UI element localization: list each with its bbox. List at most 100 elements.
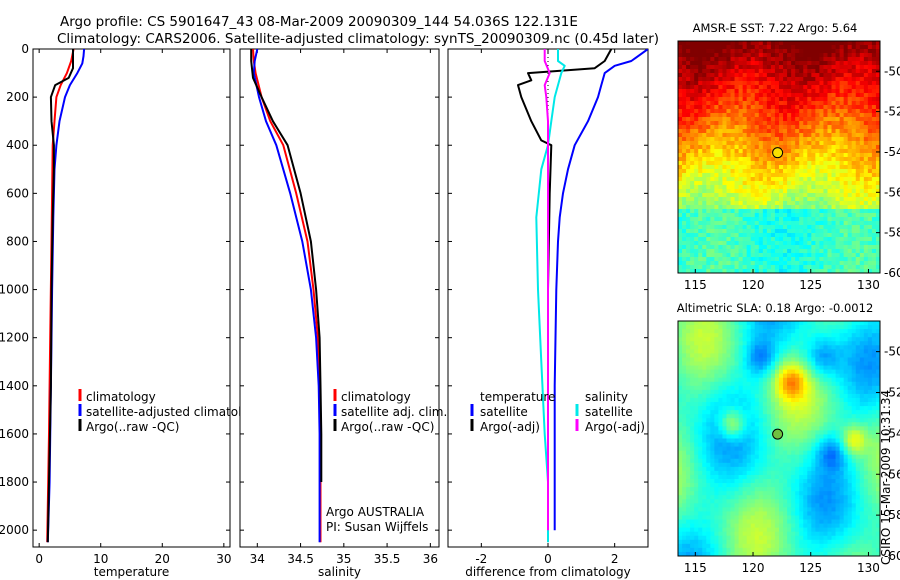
map-cell bbox=[839, 269, 845, 274]
map-cell bbox=[718, 402, 723, 407]
figure-title-line1: Argo profile: CS 5901647_43 08-Mar-2009 … bbox=[60, 14, 578, 30]
map-cell bbox=[766, 89, 772, 94]
map-cell bbox=[750, 385, 756, 391]
map-cell bbox=[762, 205, 768, 210]
map-cell bbox=[867, 65, 873, 70]
map-cell bbox=[734, 217, 739, 222]
map-cell bbox=[859, 161, 865, 166]
map-cell bbox=[686, 221, 691, 226]
map-cell bbox=[819, 446, 824, 452]
map-cell bbox=[686, 129, 691, 134]
map-cell bbox=[746, 69, 752, 74]
map-cell bbox=[815, 173, 820, 178]
map-cell bbox=[750, 121, 756, 126]
map-cell bbox=[734, 365, 739, 371]
map-cell bbox=[746, 357, 752, 362]
map-cell bbox=[811, 269, 816, 274]
map-cell bbox=[851, 185, 857, 190]
map-cell bbox=[694, 458, 699, 464]
map-cell bbox=[750, 470, 756, 476]
map-cell bbox=[718, 113, 723, 118]
map-cell bbox=[863, 265, 869, 270]
map-cell bbox=[859, 45, 865, 50]
map-cell bbox=[863, 157, 869, 162]
map-cell bbox=[831, 422, 836, 427]
map-cell bbox=[835, 450, 840, 456]
map-cell bbox=[738, 237, 744, 242]
map-cell bbox=[758, 169, 764, 174]
map-cell bbox=[722, 113, 727, 118]
map-cell bbox=[678, 149, 683, 154]
map-cell bbox=[754, 105, 760, 110]
map-cell bbox=[762, 333, 768, 338]
map-cell bbox=[706, 430, 711, 435]
map-cell bbox=[779, 269, 784, 274]
map-cell bbox=[811, 177, 816, 182]
map-cell bbox=[750, 438, 756, 443]
map-cell bbox=[835, 125, 840, 130]
map-cell bbox=[746, 261, 752, 266]
map-cell bbox=[686, 253, 691, 258]
map-cell bbox=[734, 61, 739, 66]
map-cell bbox=[847, 249, 853, 254]
map-cell bbox=[831, 426, 836, 431]
map-cell bbox=[795, 221, 800, 226]
map-cell bbox=[807, 446, 812, 452]
map-cell bbox=[827, 321, 832, 326]
map-cell bbox=[783, 201, 788, 206]
map-cell bbox=[722, 65, 727, 70]
map-cell bbox=[823, 406, 828, 411]
map-cell bbox=[831, 397, 836, 403]
map-cell bbox=[875, 446, 881, 452]
map-cell bbox=[686, 205, 691, 210]
map-cell bbox=[839, 153, 845, 158]
map-cell bbox=[738, 470, 744, 476]
map-cell bbox=[807, 466, 812, 472]
map-cell bbox=[698, 438, 703, 443]
map-cell bbox=[791, 385, 796, 391]
map-cell bbox=[774, 113, 780, 118]
map-cell bbox=[758, 69, 764, 74]
map-cell bbox=[774, 161, 780, 166]
map-cell bbox=[799, 361, 804, 366]
map-cell bbox=[779, 385, 784, 391]
map-cell bbox=[698, 237, 703, 242]
map-cell bbox=[742, 418, 748, 423]
map-cell bbox=[758, 357, 764, 362]
map-cell bbox=[855, 269, 861, 274]
map-cell bbox=[726, 137, 731, 142]
map-cell bbox=[827, 125, 832, 130]
map-cell bbox=[859, 454, 865, 460]
map-cell bbox=[843, 345, 849, 350]
map-cell bbox=[702, 434, 707, 439]
map-cell bbox=[787, 438, 792, 443]
map-cell bbox=[807, 161, 812, 166]
map-cell bbox=[686, 381, 691, 387]
map-cell bbox=[722, 422, 727, 427]
map-cell bbox=[766, 49, 772, 54]
map-cell bbox=[678, 393, 683, 399]
map-cell bbox=[823, 125, 828, 130]
map-cell bbox=[843, 45, 849, 50]
map-cell bbox=[851, 189, 857, 194]
map-cell bbox=[787, 373, 792, 379]
map-cell bbox=[815, 385, 820, 391]
map-cell bbox=[742, 49, 748, 54]
map-cell bbox=[799, 153, 804, 158]
map-cell bbox=[835, 157, 840, 162]
map-cell bbox=[783, 402, 788, 407]
map-cell bbox=[803, 361, 808, 366]
map-cell bbox=[726, 61, 731, 66]
map-cell bbox=[690, 422, 695, 427]
map-cell bbox=[807, 105, 812, 110]
map-cell bbox=[839, 385, 845, 391]
map-cell bbox=[774, 389, 780, 395]
map-cell bbox=[694, 253, 699, 258]
map-cell bbox=[762, 341, 768, 346]
map-cell bbox=[859, 345, 865, 350]
x-tick-label: 34 bbox=[250, 552, 265, 566]
map-cell bbox=[815, 229, 820, 234]
map-cell bbox=[851, 93, 857, 98]
map-cell bbox=[795, 249, 800, 254]
